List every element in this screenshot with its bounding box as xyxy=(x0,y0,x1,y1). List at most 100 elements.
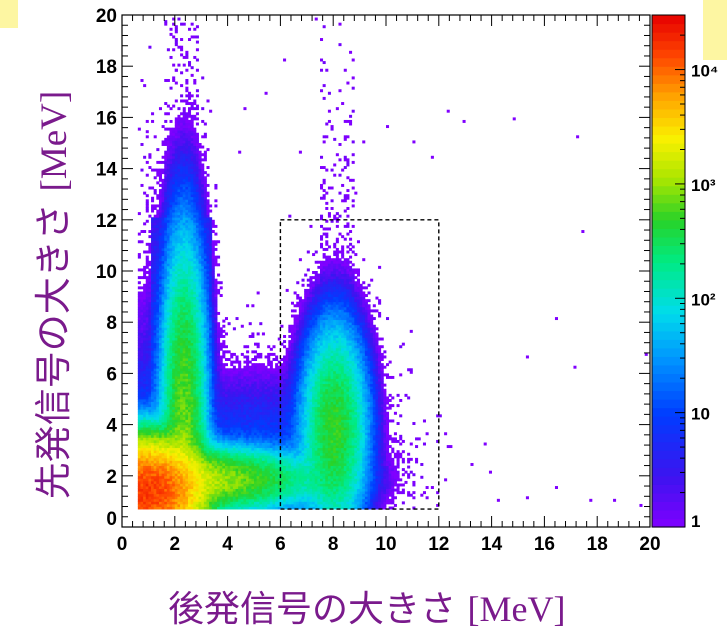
heatmap-cell xyxy=(182,468,186,472)
heatmap-cell xyxy=(182,337,186,341)
heatmap-cell xyxy=(217,355,221,359)
heatmap-cell xyxy=(174,265,178,269)
heatmap-cell xyxy=(254,457,258,461)
heatmap-cell xyxy=(235,404,239,408)
heatmap-cell xyxy=(174,496,178,500)
heatmap-cell xyxy=(190,396,194,400)
heatmap-cell xyxy=(137,409,141,413)
heatmap-cell xyxy=(238,493,242,497)
heatmap-cell xyxy=(195,48,199,52)
heatmap-cell xyxy=(158,217,162,221)
heatmap-cell xyxy=(180,288,184,292)
heatmap-cell xyxy=(198,181,202,185)
heatmap-cell xyxy=(177,365,181,369)
heatmap-cell xyxy=(235,455,239,459)
heatmap-cell xyxy=(246,465,250,469)
heatmap-cell xyxy=(209,358,213,361)
heatmap-cell xyxy=(214,319,218,323)
heatmap-cell xyxy=(214,383,218,387)
heatmap-cell xyxy=(198,383,202,387)
heatmap-cell xyxy=(185,189,189,193)
heatmap-cell xyxy=(206,442,210,446)
heatmap-cell xyxy=(151,283,155,287)
heatmap-cell xyxy=(172,278,176,282)
heatmap-cell xyxy=(177,491,181,495)
heatmap-cell xyxy=(156,358,160,361)
heatmap-cell xyxy=(164,296,168,300)
heatmap-cell xyxy=(195,473,199,477)
heatmap-cell xyxy=(211,445,215,449)
heatmap-cell xyxy=(172,271,176,274)
heatmap-cell xyxy=(251,475,255,479)
heatmap-cell xyxy=(188,258,192,262)
heatmap-cell xyxy=(164,196,168,200)
heatmap-cell xyxy=(180,406,184,410)
heatmap-cell xyxy=(151,260,155,264)
heatmap-cell xyxy=(211,434,215,438)
heatmap-cell xyxy=(198,480,202,484)
heatmap-cell xyxy=(140,345,144,349)
heatmap-cell xyxy=(174,424,178,428)
heatmap-cell xyxy=(148,455,152,459)
heatmap-cell xyxy=(151,363,155,367)
heatmap-cell xyxy=(166,368,170,372)
heatmap-cell xyxy=(174,429,178,433)
heatmap-cell xyxy=(193,207,197,210)
heatmap-cell xyxy=(180,378,184,382)
heatmap-cell xyxy=(198,422,202,425)
heatmap-cell xyxy=(243,506,247,510)
heatmap-cell xyxy=(190,419,194,423)
heatmap-cell xyxy=(201,460,205,464)
heatmap-cell xyxy=(230,452,234,456)
heatmap-cell xyxy=(251,493,255,497)
heatmap-cell xyxy=(230,488,234,492)
heatmap-cell xyxy=(166,253,170,257)
heatmap-cell xyxy=(158,399,162,402)
heatmap-cell xyxy=(193,493,197,497)
heatmap-cell xyxy=(198,237,202,241)
heatmap-cell xyxy=(193,214,197,218)
heatmap-cell xyxy=(145,373,149,377)
heatmap-cell xyxy=(248,475,252,479)
heatmap-cell xyxy=(227,399,231,402)
heatmap-cell xyxy=(214,457,218,461)
heatmap-cell xyxy=(214,429,218,433)
heatmap-cell xyxy=(180,247,184,251)
heatmap-cell xyxy=(198,416,202,420)
heatmap-cell xyxy=(203,258,207,262)
heatmap-cell xyxy=(188,416,192,420)
heatmap-cell xyxy=(169,322,173,326)
heatmap-cell xyxy=(169,291,173,295)
heatmap-cell xyxy=(248,383,252,387)
heatmap-cell xyxy=(161,286,165,290)
heatmap-cell xyxy=(188,132,192,136)
heatmap-cell xyxy=(201,378,205,382)
heatmap-cell xyxy=(172,294,176,297)
heatmap-cell xyxy=(158,191,162,195)
heatmap-cell xyxy=(243,488,247,492)
heatmap-cell xyxy=(166,173,170,177)
heatmap-cell xyxy=(217,465,221,469)
heatmap-cell xyxy=(177,173,181,177)
heatmap-cell xyxy=(153,322,157,326)
heatmap-cell xyxy=(182,99,186,103)
heatmap-cell xyxy=(217,463,221,466)
heatmap-cell xyxy=(145,368,149,372)
heatmap-cell xyxy=(182,493,186,497)
heatmap-cell xyxy=(214,391,218,395)
heatmap-cell xyxy=(203,319,207,323)
heatmap-cell xyxy=(227,406,231,410)
heatmap-cell xyxy=(201,76,205,80)
heatmap-cell xyxy=(143,230,147,233)
heatmap-cell xyxy=(182,422,186,425)
heatmap-cell xyxy=(248,386,252,390)
heatmap-cell xyxy=(148,291,152,295)
heatmap-cell xyxy=(206,260,210,264)
heatmap-cell xyxy=(219,427,223,431)
heatmap-cell xyxy=(140,399,144,402)
heatmap-cell xyxy=(164,283,168,287)
heatmap-cell xyxy=(232,391,236,395)
heatmap-cell xyxy=(174,247,178,251)
heatmap-cell xyxy=(195,94,199,98)
heatmap-cell xyxy=(180,329,184,333)
